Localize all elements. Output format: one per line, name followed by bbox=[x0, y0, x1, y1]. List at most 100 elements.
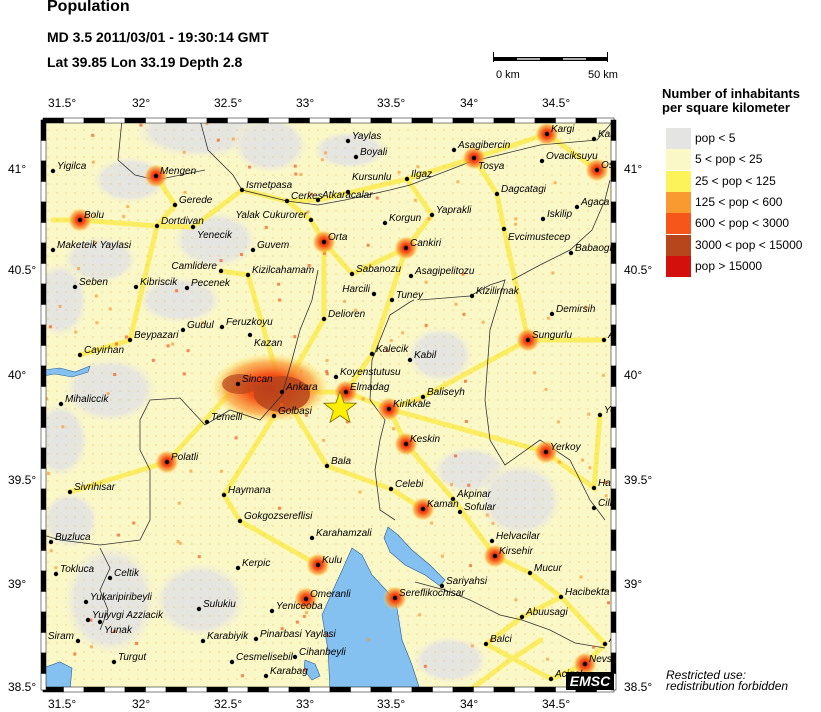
density-spot bbox=[361, 397, 365, 401]
city-marker: Elmadag bbox=[343, 382, 390, 395]
city-dot-icon bbox=[229, 659, 235, 665]
frame-tick bbox=[40, 632, 47, 654]
city-label: Pecenek bbox=[191, 278, 231, 289]
frame-tick bbox=[473, 117, 495, 124]
map-title: Population bbox=[47, 0, 130, 15]
density-spot bbox=[454, 302, 458, 306]
city-label: Siram bbox=[48, 631, 74, 642]
city-label: Yunak bbox=[104, 625, 133, 636]
city-dot-icon bbox=[180, 327, 186, 333]
frame-tick bbox=[247, 686, 269, 693]
city-label: Sincan bbox=[242, 374, 273, 385]
city-marker: Turgut bbox=[111, 652, 147, 665]
city-marker: Omeranli bbox=[303, 589, 351, 602]
density-spot bbox=[354, 308, 358, 312]
city-label: Gokgozsereflisi bbox=[244, 511, 313, 522]
city-label: Kargi bbox=[551, 124, 575, 135]
city-marker: Tosya bbox=[471, 155, 505, 172]
density-spot bbox=[470, 644, 474, 648]
frame-tick bbox=[40, 468, 47, 490]
city-marker: Yunak bbox=[97, 619, 133, 636]
density-spot bbox=[186, 349, 190, 353]
lon-label-bottom: 34° bbox=[460, 697, 479, 711]
density-spot bbox=[108, 307, 112, 311]
frame-tick bbox=[227, 686, 249, 693]
city-dot-icon bbox=[75, 638, 81, 644]
legend-label: pop < 5 bbox=[695, 131, 736, 145]
city-marker: Balci bbox=[483, 634, 512, 647]
city-dot-icon bbox=[77, 352, 83, 358]
city-label: Turgut bbox=[118, 652, 147, 663]
city-dot-icon bbox=[450, 496, 456, 502]
lon-label-top: 34° bbox=[460, 96, 479, 110]
density-spot bbox=[491, 521, 495, 525]
city-label: Dagcatagi bbox=[501, 184, 547, 195]
city-dot-icon bbox=[111, 659, 117, 665]
city-marker: Mucur bbox=[527, 563, 562, 576]
city-marker: Temelli bbox=[204, 412, 243, 425]
density-spot bbox=[450, 483, 454, 487]
city-label: Karabag bbox=[270, 666, 308, 677]
density-spot bbox=[392, 427, 396, 431]
frame-tick bbox=[610, 140, 617, 162]
density-spot bbox=[427, 217, 431, 221]
density-spot bbox=[139, 123, 143, 127]
lat-label-right: 41° bbox=[624, 162, 643, 176]
city-dot-icon bbox=[127, 337, 133, 343]
frame-tick bbox=[514, 686, 536, 693]
city-marker: Haymana bbox=[221, 485, 271, 498]
city-dot-icon bbox=[53, 571, 59, 577]
frame-tick bbox=[610, 447, 617, 469]
city-dot-icon bbox=[420, 394, 426, 400]
frame-tick bbox=[534, 117, 556, 124]
city-label: Delioren bbox=[328, 309, 366, 320]
city-label: Camlidere bbox=[171, 261, 217, 272]
city-dot-icon bbox=[386, 406, 392, 412]
city-marker: Gudul bbox=[180, 320, 214, 333]
frame-tick bbox=[104, 117, 126, 124]
density-spot bbox=[489, 638, 493, 642]
city-label: Akpinar bbox=[456, 489, 492, 500]
city-marker: Kizilirmak bbox=[469, 286, 520, 299]
city-marker: Koyenstutusu bbox=[333, 367, 401, 380]
map-frame bbox=[40, 117, 617, 693]
city-label: Bolu bbox=[84, 210, 104, 221]
city-marker: Kirikkale bbox=[386, 399, 431, 412]
density-spot bbox=[248, 165, 252, 169]
frame-tick bbox=[610, 324, 617, 346]
city-dot-icon bbox=[403, 245, 409, 251]
city-label: Yeniceoba bbox=[276, 601, 323, 612]
legend-item: 3000 < pop < 15000 bbox=[666, 234, 821, 256]
city-dot-icon bbox=[489, 538, 495, 544]
density-spot bbox=[326, 634, 330, 638]
density-spot bbox=[89, 618, 93, 622]
city-dot-icon bbox=[292, 654, 298, 660]
density-spot bbox=[293, 164, 297, 168]
density-spot bbox=[461, 272, 465, 276]
city-dot-icon bbox=[221, 492, 227, 498]
frame-tick bbox=[610, 468, 617, 490]
density-spot bbox=[294, 172, 298, 176]
frame-tick bbox=[40, 570, 47, 592]
city-label: Yigilca bbox=[57, 161, 87, 172]
city-marker: Ankara bbox=[279, 382, 318, 395]
city-label: Kerpic bbox=[242, 558, 270, 569]
city-label: Korgun bbox=[389, 213, 422, 224]
city-label: Yerkoy bbox=[550, 442, 582, 453]
city-label: Pinarbasi Yaylasi bbox=[260, 629, 337, 640]
legend-label: 125 < pop < 600 bbox=[695, 194, 783, 209]
city-dot-icon bbox=[591, 136, 597, 142]
city-label: Cihanbeyli bbox=[299, 647, 346, 658]
city-marker: Cankiri bbox=[403, 238, 442, 251]
city-dot-icon bbox=[190, 224, 196, 230]
city-dot-icon bbox=[420, 506, 426, 512]
lat-label-left: 38.5° bbox=[8, 680, 37, 694]
density-spot bbox=[345, 420, 349, 424]
city-dot-icon bbox=[483, 641, 489, 647]
lat-label-right: 39.5° bbox=[624, 473, 653, 487]
frame-tick bbox=[610, 509, 617, 531]
frame-tick bbox=[83, 117, 105, 124]
event-location: Lat 39.85 Lon 33.19 Depth 2.8 bbox=[47, 54, 243, 70]
legend-title: Number of inhabitants per square kilomet… bbox=[662, 87, 800, 115]
legend-swatch bbox=[666, 213, 691, 235]
